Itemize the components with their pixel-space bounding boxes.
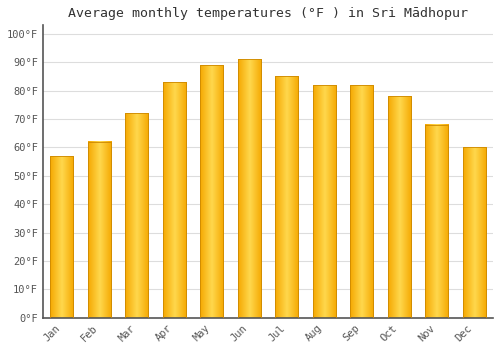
Bar	[125, 113, 148, 318]
Bar	[50, 156, 74, 318]
Bar	[312, 85, 336, 318]
Bar	[200, 65, 224, 318]
Bar	[162, 82, 186, 318]
Bar	[275, 76, 298, 318]
Bar	[238, 60, 261, 318]
Title: Average monthly temperatures (°F ) in Sri Mādhopur: Average monthly temperatures (°F ) in Sr…	[68, 7, 468, 20]
Bar	[462, 147, 486, 318]
Bar	[350, 85, 374, 318]
Bar	[425, 125, 448, 318]
Bar	[388, 96, 411, 318]
Bar	[88, 142, 111, 318]
